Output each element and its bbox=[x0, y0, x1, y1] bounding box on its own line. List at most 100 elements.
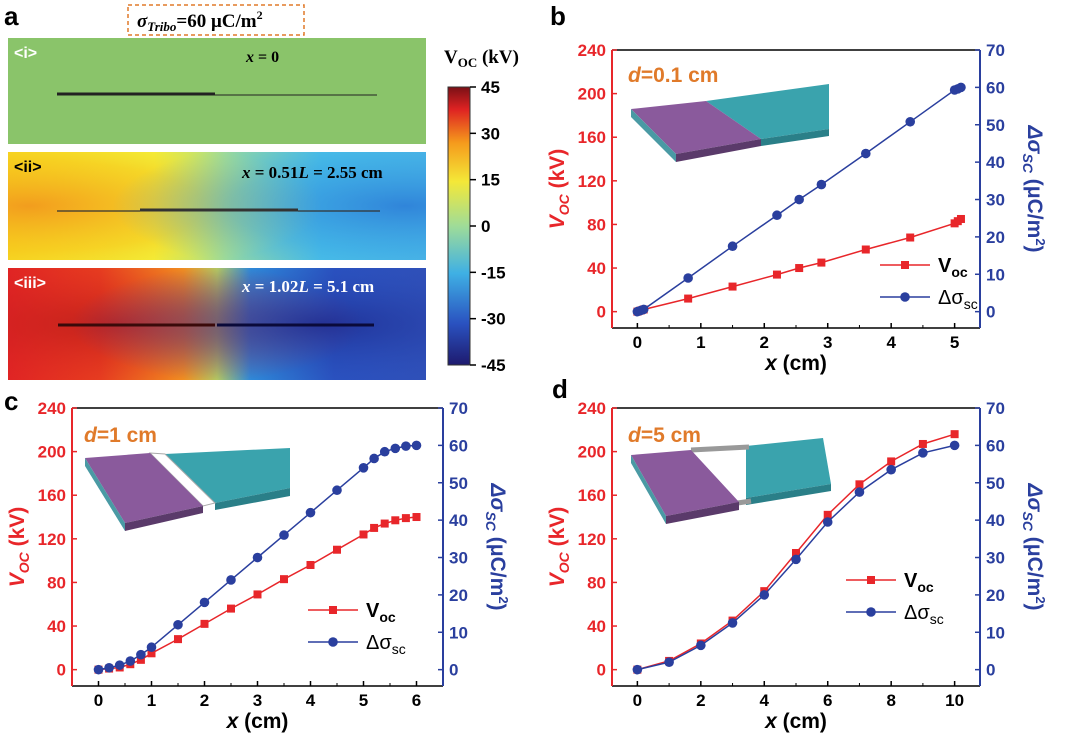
data-point-voc bbox=[887, 457, 896, 466]
left-y-tick-label: 240 bbox=[578, 399, 606, 418]
panel-label-a: a bbox=[4, 1, 19, 31]
potential-map-i: <i> x = 0 bbox=[8, 38, 426, 144]
data-point-voc bbox=[412, 513, 421, 522]
legend-label: Δσsc bbox=[366, 632, 406, 657]
right-y-tick-label: 10 bbox=[986, 265, 1005, 284]
left-y-tick-label: 120 bbox=[578, 172, 606, 191]
legend-marker-circle bbox=[328, 637, 338, 647]
left-y-tick-label: 80 bbox=[587, 573, 606, 592]
data-point-sigma bbox=[93, 664, 104, 675]
legend-marker-circle bbox=[866, 607, 876, 617]
colorbar-tick-label: 15 bbox=[481, 171, 500, 190]
data-point-voc bbox=[306, 560, 315, 569]
colorbar-tick-label: -30 bbox=[481, 310, 506, 329]
map-position-i: x = 0 bbox=[245, 49, 279, 66]
data-point-voc bbox=[136, 655, 145, 664]
right-y-tick-label: 20 bbox=[449, 586, 468, 605]
data-point-sigma bbox=[822, 517, 833, 527]
data-point-voc bbox=[359, 530, 368, 539]
data-point-voc bbox=[401, 514, 410, 523]
right-y-tick-label: 40 bbox=[986, 511, 1005, 530]
x-tick-label: 5 bbox=[359, 691, 368, 710]
data-point-sigma bbox=[918, 448, 928, 458]
data-point-sigma bbox=[794, 194, 804, 205]
data-point-sigma bbox=[401, 441, 411, 451]
map-tag-i: <i> bbox=[14, 45, 37, 62]
x-tick-label: 4 bbox=[760, 691, 770, 710]
data-point-voc bbox=[817, 258, 826, 267]
right-y-tick-label: 30 bbox=[449, 549, 468, 568]
right-y-tick-label: 0 bbox=[986, 303, 995, 322]
colorbar-tick-label: 0 bbox=[481, 217, 490, 236]
left-y-tick-label: 40 bbox=[47, 617, 66, 636]
x-tick-label: 4 bbox=[306, 691, 316, 710]
right-y-tick-label: 20 bbox=[986, 228, 1005, 247]
panel-label-d: d bbox=[552, 374, 568, 404]
data-point-sigma bbox=[305, 507, 316, 518]
right-y-tick-label: 40 bbox=[449, 511, 468, 530]
data-point-sigma bbox=[125, 656, 136, 666]
data-point-sigma bbox=[390, 443, 401, 454]
left-y-tick-label: 0 bbox=[597, 303, 606, 322]
right-y-tick-label: 60 bbox=[986, 436, 1005, 455]
map-tag-ii: <ii> bbox=[14, 159, 42, 176]
data-point-voc bbox=[795, 264, 804, 273]
data-point-sigma bbox=[696, 640, 706, 651]
x-axis-label: x (cm) bbox=[764, 710, 827, 733]
panel-d-chart: 0 2 4 6 8 10 0 40 80 120 160 200 240 0 10 20 30 40 50 60 70 x… bbox=[546, 399, 1048, 733]
data-point-sigma bbox=[279, 530, 289, 540]
legend: Voc Δσsc bbox=[308, 600, 406, 657]
right-y-tick-label: 20 bbox=[986, 586, 1005, 605]
legend: Voc Δσsc bbox=[846, 570, 944, 627]
data-point-voc bbox=[380, 519, 389, 528]
data-point-voc bbox=[280, 575, 288, 584]
right-y-tick-label: 70 bbox=[449, 399, 468, 418]
legend-label: Δσsc bbox=[904, 602, 944, 627]
x-tick-label: 3 bbox=[253, 691, 262, 710]
legend: Voc Δσsc bbox=[880, 255, 978, 312]
data-point-voc bbox=[792, 548, 800, 557]
right-y-tick-label: 50 bbox=[986, 116, 1005, 135]
gap-distance-annotation: d=0.1 cm bbox=[628, 64, 718, 87]
right-y-tick-label: 70 bbox=[986, 399, 1005, 418]
data-point-voc bbox=[918, 439, 927, 448]
panel-c-chart: 0 1 2 3 4 5 604080120160200240010203040506070x… bbox=[6, 399, 511, 733]
left-y-tick-label: 80 bbox=[587, 215, 606, 234]
left-y-tick-label: 160 bbox=[578, 128, 606, 147]
data-point-sigma bbox=[949, 440, 960, 451]
colorbar-tick-label: -15 bbox=[481, 263, 506, 282]
data-point-sigma bbox=[727, 618, 738, 628]
right-y-tick-label: 60 bbox=[449, 436, 468, 455]
data-point-sigma bbox=[638, 304, 649, 315]
data-point-sigma bbox=[136, 649, 146, 660]
data-point-sigma bbox=[956, 82, 966, 93]
legend-label: Voc bbox=[366, 600, 396, 625]
data-point-sigma bbox=[226, 575, 236, 585]
colorbar-title: VOC (kV) bbox=[444, 47, 519, 70]
left-y-tick-label: 80 bbox=[47, 573, 66, 592]
map-position-ii: x = 0.51L = 2.55 cm bbox=[241, 163, 383, 182]
data-point-sigma bbox=[727, 241, 738, 252]
map-position-iii: x = 1.02L = 5.1 cm bbox=[241, 277, 374, 296]
data-point-voc bbox=[333, 545, 341, 554]
data-point-voc bbox=[227, 604, 235, 613]
colorbar-tick-label: 30 bbox=[481, 124, 500, 143]
x-tick-label: 2 bbox=[760, 333, 769, 352]
data-point-voc bbox=[861, 245, 870, 254]
colorbar: VOC (kV) 45 30 15 0 -15 -30 -45 bbox=[444, 47, 519, 375]
data-point-sigma bbox=[664, 657, 674, 667]
legend-label: Voc bbox=[904, 570, 934, 595]
panel-b-chart: 0 1 2 3 4 504080120160200240010203040506070x … bbox=[546, 41, 1048, 375]
device-inset-illustration bbox=[631, 438, 831, 524]
right-y-tick-label: 0 bbox=[986, 661, 995, 680]
legend-marker-square bbox=[901, 261, 909, 269]
data-point-sigma bbox=[332, 485, 342, 496]
data-point-voc bbox=[950, 430, 959, 439]
data-point-sigma bbox=[905, 116, 916, 127]
data-point-voc bbox=[684, 294, 693, 303]
colorbar-tick-label: 45 bbox=[481, 78, 500, 97]
data-point-sigma bbox=[816, 179, 827, 190]
x-tick-label: 10 bbox=[945, 691, 964, 710]
right-y-tick-label: 30 bbox=[986, 191, 1005, 210]
left-y-axis-label: VOC (kV) bbox=[6, 507, 32, 588]
